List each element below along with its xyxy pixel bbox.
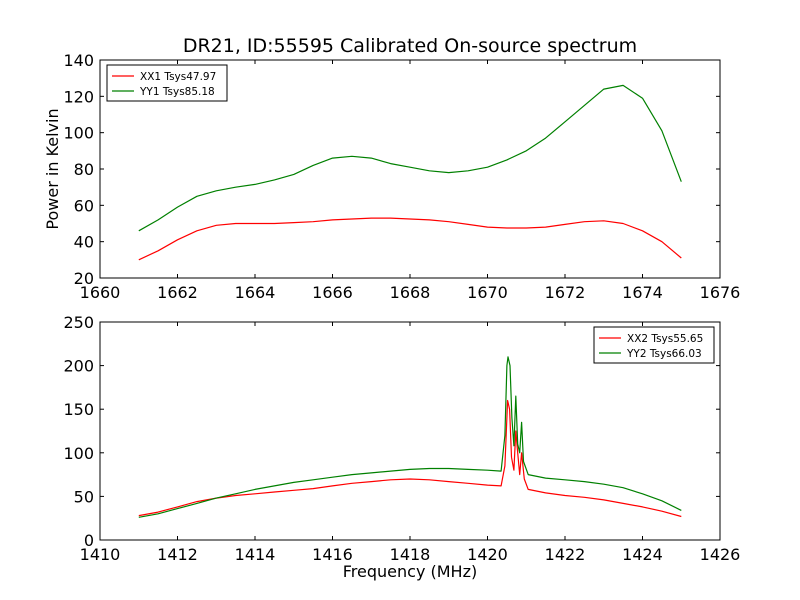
x-tick-label: 1672 <box>545 283 586 302</box>
y-tick-label: 40 <box>74 233 94 252</box>
y-tick-label: 80 <box>74 160 94 179</box>
series-line-xx1 <box>138 217 682 261</box>
y-tick-label: 140 <box>63 51 94 70</box>
series-line-xx2 <box>138 399 682 518</box>
y-tick-label: 100 <box>63 124 94 143</box>
x-tick-label: 1410 <box>80 545 121 564</box>
x-axis-label: Frequency (MHz) <box>343 562 477 581</box>
legend-box <box>106 64 228 102</box>
x-tick-label: 1414 <box>235 545 276 564</box>
x-tick-label: 1674 <box>622 283 663 302</box>
legend-box <box>593 326 715 364</box>
x-tick-label: 1676 <box>700 283 741 302</box>
y-tick-label: 0 <box>84 531 94 550</box>
x-tick-label: 1412 <box>157 545 198 564</box>
x-tick-label: 1420 <box>467 545 508 564</box>
chart-title: DR21, ID:55595 Calibrated On-source spec… <box>183 35 637 57</box>
x-tick-label: 1424 <box>622 545 663 564</box>
x-tick-label: 1422 <box>545 545 586 564</box>
top-plot-panel: 1660 1662 1664 1666 1668 1670 1672 1674 1676 20 40… <box>43 35 740 302</box>
legend-entry: XX2 Tsys55.65 <box>627 333 703 345</box>
legend-entry: YY1 Tsys85.18 <box>139 86 215 98</box>
y-tick-label: 50 <box>74 487 94 506</box>
y-tick-label: 20 <box>74 269 94 288</box>
y-tick-label: 100 <box>63 444 94 463</box>
x-tick-label: 1418 <box>390 545 431 564</box>
x-tick-label: 1668 <box>390 283 431 302</box>
x-tick-label: 1416 <box>312 545 353 564</box>
y-tick-label: 250 <box>63 313 94 332</box>
bottom-plot-panel: 1410 1412 1414 1416 1418 1420 1422 1424 1426 0 50 1… <box>63 313 740 581</box>
x-tick-label: 1660 <box>80 283 121 302</box>
series-line-yy1 <box>138 84 682 232</box>
x-tick-label: 1426 <box>700 545 741 564</box>
y-tick-label: 120 <box>63 87 94 106</box>
x-tick-label: 1670 <box>467 283 508 302</box>
legend: XX1 Tsys47.97 YY1 Tsys85.18 <box>106 64 228 102</box>
series-line-yy2 <box>138 356 682 518</box>
x-tick-label: 1666 <box>312 283 353 302</box>
y-tick-label: 200 <box>63 357 94 376</box>
x-tick-label: 1662 <box>157 283 198 302</box>
legend: XX2 Tsys55.65 YY2 Tsys66.03 <box>593 326 715 364</box>
legend-entry: YY2 Tsys66.03 <box>626 348 702 360</box>
y-tick-label: 150 <box>63 400 94 419</box>
y-axis-label: Power in Kelvin <box>43 108 62 229</box>
x-tick-label: 1664 <box>235 283 276 302</box>
y-tick-label: 60 <box>74 196 94 215</box>
legend-entry: XX1 Tsys47.97 <box>140 71 216 83</box>
